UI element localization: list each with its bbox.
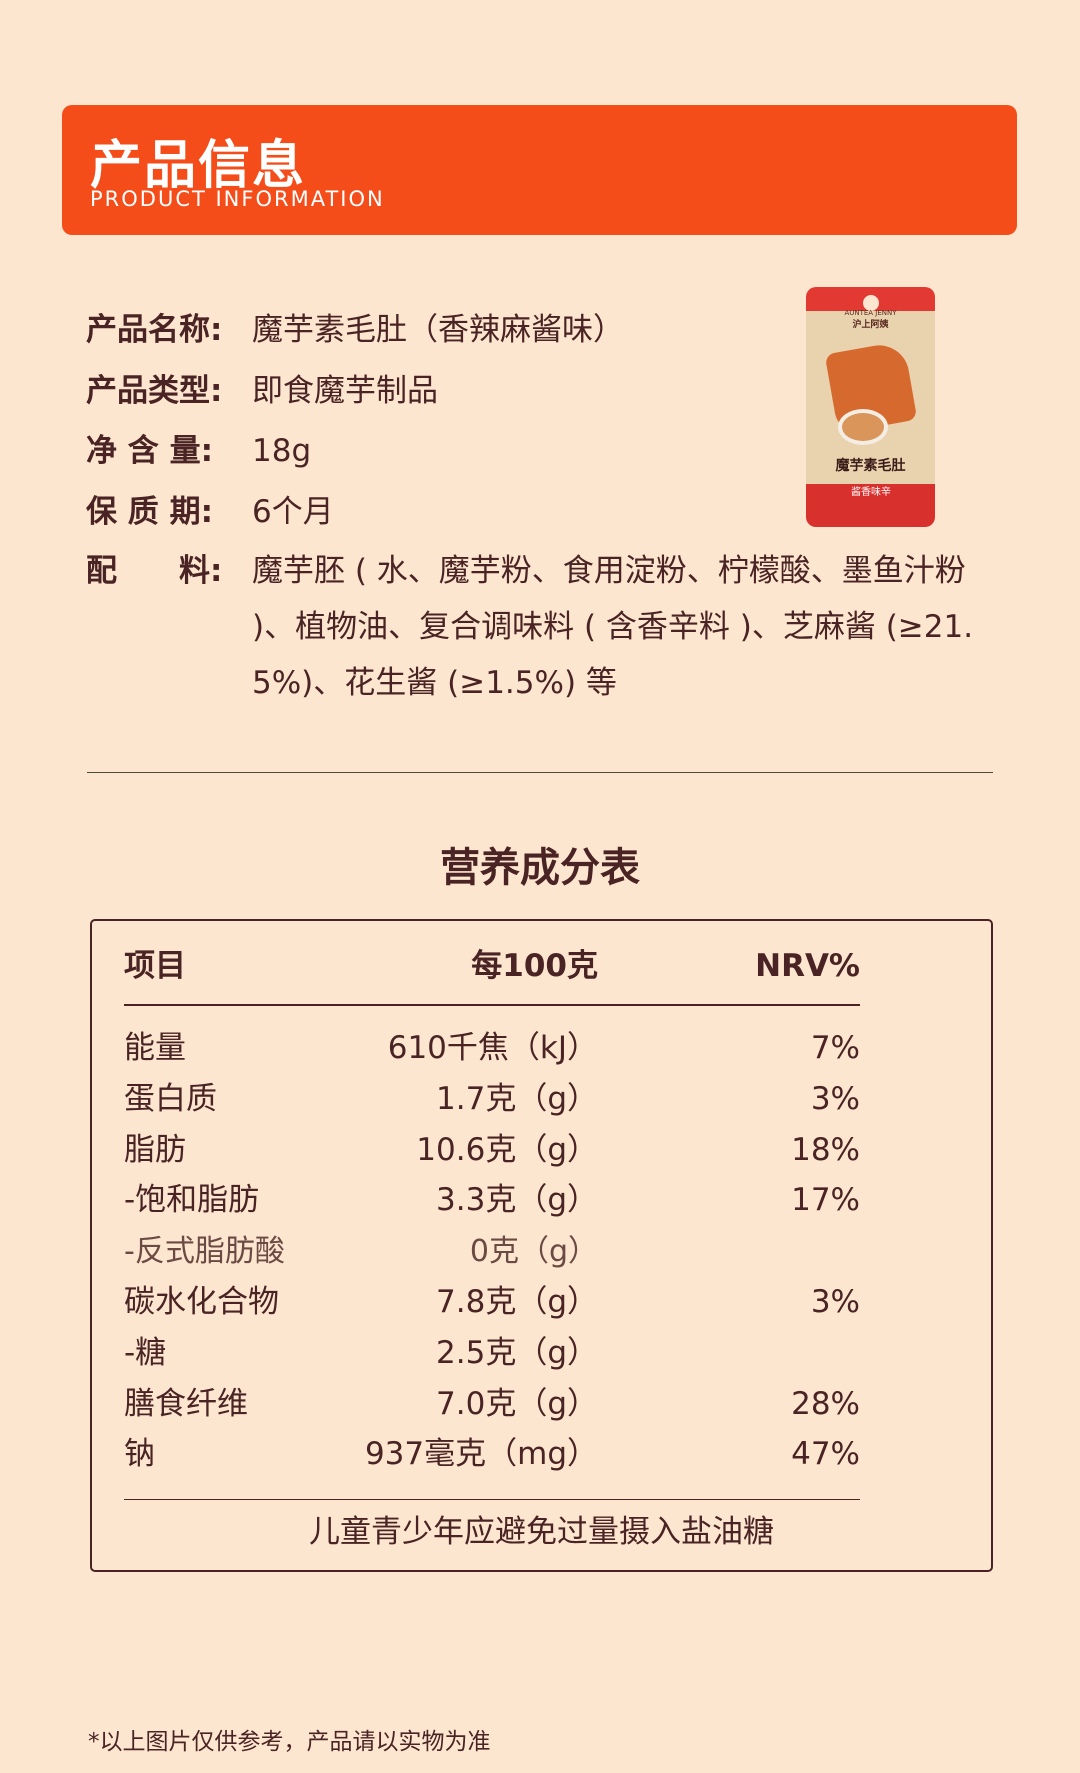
nutrient-amount: 937毫克（mg） — [364, 1436, 598, 1473]
table-row: 蛋白质 1.7克（g） 3% — [124, 1074, 860, 1125]
info-value: 魔芋胚 ( 水、魔芋粉、食用淀粉、柠檬酸、墨鱼汁粉 )、植物油、复合调味料 ( … — [252, 553, 974, 701]
nutrient-amount: 10.6克（g） — [416, 1131, 598, 1168]
package-name: 魔芋素毛肚 — [835, 458, 906, 474]
info-row-type: 产品类型: 即食魔芋制品 — [86, 363, 992, 419]
nutrition-title: 营养成分表 — [440, 845, 640, 891]
nutrient-nrv: 47% — [791, 1436, 860, 1473]
nutrient-name: 钠 — [124, 1436, 155, 1473]
nutrient-nrv: 3% — [810, 1284, 860, 1320]
section-header: 产品信息 PRODUCT INFORMATION — [62, 105, 1017, 235]
info-row-ingredients: 配 料: 魔芋胚 ( 水、魔芋粉、食用淀粉、柠檬酸、墨鱼汁粉 )、植物油、复合调味… — [86, 543, 992, 711]
table-row: 脂肪 10.6克（g） 18% — [124, 1125, 860, 1176]
nutrient-amount: 7.0克（g） — [436, 1385, 598, 1422]
package-brand: AUNTEA JENNY 沪上阿姨 — [806, 309, 935, 330]
nutrient-nrv: 7% — [810, 1030, 860, 1066]
nutrient-amount: 3.3克（g） — [436, 1182, 598, 1219]
nutrition-table: 项目 每100克 NRV% 能量 610千焦（kJ） 7% 蛋白质 1.7克（g） 3% 脂肪 1… — [90, 919, 993, 1572]
divider — [87, 772, 993, 773]
header-per100g: 每100克 — [471, 948, 598, 984]
header-item: 项目 — [124, 948, 186, 984]
info-row-name: 产品名称: 魔芋素毛肚（香辣麻酱味） — [86, 302, 992, 358]
nutrient-amount: 2.5克（g） — [436, 1334, 598, 1371]
nutrient-name: -饱和脂肪 — [124, 1182, 260, 1219]
nutrient-name: 脂肪 — [124, 1131, 186, 1168]
info-value: 魔芋素毛肚（香辣麻酱味） — [252, 312, 624, 348]
package-flavor: 酱香味辛 — [851, 487, 891, 498]
disclaimer: *以上图片仅供参考，产品请以实物为准 — [88, 1729, 491, 1755]
table-row: 钠 937毫克（mg） 47% — [124, 1429, 860, 1480]
info-row-weight: 净 含 量: 18g — [86, 423, 992, 479]
table-row: -反式脂肪酸 0克（g） — [124, 1226, 860, 1277]
nutrient-name: 碳水化合物 — [124, 1284, 279, 1320]
nutrient-amount: 1.7克（g） — [436, 1080, 598, 1117]
header-line — [124, 1004, 860, 1006]
section-title: 产品信息 — [90, 136, 307, 196]
section-subtitle: PRODUCT INFORMATION — [90, 187, 385, 211]
brand-cn: 沪上阿姨 — [852, 320, 889, 330]
nutrient-name: 膳食纤维 — [124, 1385, 248, 1422]
brand-en: AUNTEA JENNY — [844, 309, 897, 317]
table-row: 碳水化合物 7.8克（g） 3% — [124, 1277, 860, 1328]
info-label: 配 料: — [86, 553, 223, 589]
sauce-bowl-illustration — [838, 409, 888, 445]
table-footer-note: 儿童青少年应避免过量摄入盐油糖 — [309, 1514, 774, 1550]
info-value: 6个月 — [252, 494, 334, 530]
info-value: 18g — [252, 433, 312, 469]
nutrient-amount: 0克（g） — [469, 1234, 598, 1270]
footer-line — [124, 1499, 860, 1500]
nutrient-amount: 610千焦（kJ） — [387, 1030, 598, 1066]
info-value: 即食魔芋制品 — [252, 373, 438, 409]
nutrient-nrv: 18% — [791, 1131, 860, 1168]
info-label: 净 含 量: — [86, 433, 213, 469]
info-label: 产品名称: — [86, 312, 223, 348]
nutrient-nrv: 3% — [810, 1080, 860, 1117]
header-nrv: NRV% — [755, 948, 860, 984]
nutrient-name: 蛋白质 — [124, 1080, 217, 1117]
nutrient-nrv: 17% — [791, 1182, 860, 1219]
table-row: 能量 610千焦（kJ） 7% — [124, 1023, 860, 1074]
nutrient-nrv: 28% — [791, 1385, 860, 1422]
info-label: 保 质 期: — [86, 494, 213, 530]
info-label: 产品类型: — [86, 373, 223, 409]
nutrient-amount: 7.8克（g） — [436, 1284, 598, 1320]
hang-hole — [863, 295, 879, 311]
table-row: -糖 2.5克（g） — [124, 1328, 860, 1379]
nutrient-name: -糖 — [124, 1334, 167, 1371]
table-row: -饱和脂肪 3.3克（g） 17% — [124, 1175, 860, 1226]
table-row: 膳食纤维 7.0克（g） 28% — [124, 1379, 860, 1430]
nutrient-name: -反式脂肪酸 — [124, 1234, 285, 1270]
nutrient-name: 能量 — [124, 1030, 186, 1066]
product-image: AUNTEA JENNY 沪上阿姨 魔芋素毛肚 酱香味辛 — [806, 287, 935, 527]
info-row-shelf-life: 保 质 期: 6个月 — [86, 484, 992, 540]
table-header: 项目 每100克 NRV% — [124, 941, 860, 992]
